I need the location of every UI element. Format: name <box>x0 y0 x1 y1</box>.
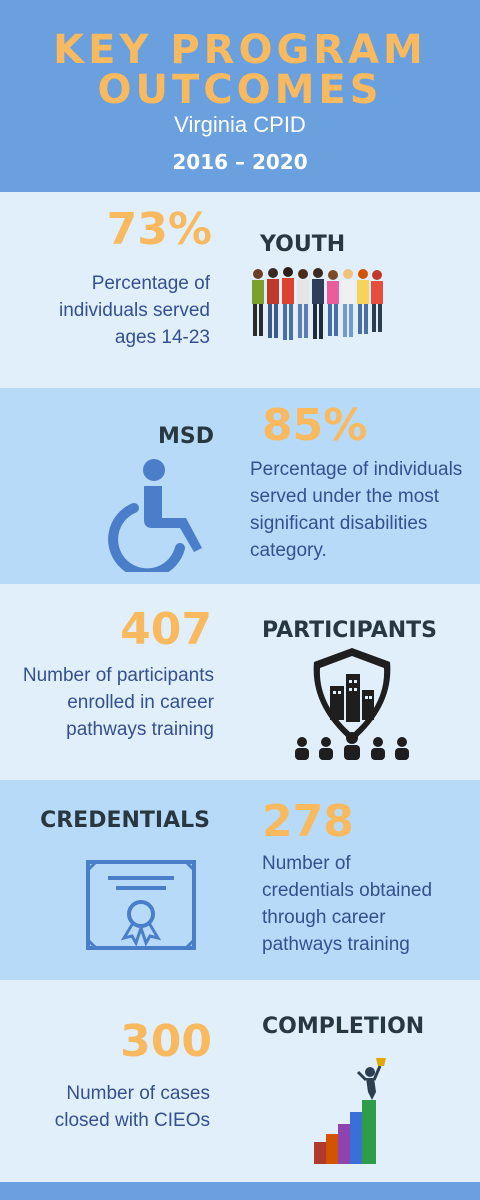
header-banner <box>0 0 480 192</box>
participants-description: Number of participants enrolled in caree… <box>22 665 214 740</box>
page-title-line1: KEY PROGRAM <box>53 27 427 73</box>
page-title-line2: OUTCOMES <box>97 67 383 113</box>
section-youth <box>0 192 480 388</box>
shield-building-people-icon <box>295 648 409 760</box>
participants-stat: 407 <box>120 604 212 655</box>
section-msd <box>0 388 480 584</box>
section-completion <box>0 980 480 1182</box>
credentials-stat: 278 <box>262 796 354 847</box>
completion-stat: 300 <box>120 1016 212 1067</box>
credentials-description: Number of credentials obtained through c… <box>262 853 433 955</box>
youth-description: Percentage of individuals served ages 14… <box>58 273 210 348</box>
section-participants <box>0 584 480 780</box>
credentials-label: CREDENTIALS <box>40 808 210 833</box>
msd-description: Percentage of individuals served under t… <box>250 459 463 561</box>
certificate-icon <box>86 860 196 950</box>
date-range: 2016 – 2020 <box>172 150 308 174</box>
section-credentials <box>0 780 480 980</box>
msd-stat: 85% <box>262 400 368 451</box>
youth-label: YOUTH <box>260 232 346 257</box>
wheelchair-icon <box>108 459 202 572</box>
youth-stat: 73% <box>106 204 212 255</box>
success-stairs-icon <box>314 1058 386 1164</box>
participants-label: PARTICIPANTS <box>262 618 438 643</box>
page-subtitle: Virginia CPID <box>174 112 306 137</box>
youth-group-icon <box>252 267 383 340</box>
completion-label: COMPLETION <box>262 1014 425 1039</box>
footer-bar <box>0 1182 480 1200</box>
msd-label: MSD <box>158 424 214 449</box>
completion-description: Number of cases closed with CIEOs <box>54 1083 210 1131</box>
